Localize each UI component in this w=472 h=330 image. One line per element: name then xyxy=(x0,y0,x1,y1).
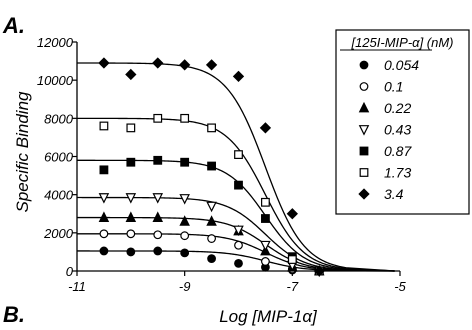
data-point xyxy=(179,194,190,205)
data-point xyxy=(260,240,271,252)
data-point xyxy=(206,215,217,226)
data-point xyxy=(207,254,216,263)
data-point xyxy=(99,229,109,239)
y-tick-label: 12000 xyxy=(37,35,74,50)
data-point xyxy=(207,161,216,171)
fit-curve xyxy=(77,250,395,272)
panel-label-b: B. xyxy=(3,302,25,327)
data-point xyxy=(232,70,245,82)
data-point xyxy=(152,211,164,222)
data-point xyxy=(206,201,217,213)
y-tick-label: 6000 xyxy=(44,150,74,165)
data-point xyxy=(99,165,109,175)
legend-label: 0.22 xyxy=(384,100,411,116)
data-point xyxy=(286,208,298,220)
legend-marker xyxy=(358,188,370,200)
data-point xyxy=(153,155,163,165)
data-point xyxy=(153,113,163,123)
data-point xyxy=(126,157,136,167)
x-tick-label: -9 xyxy=(179,279,191,294)
y-axis-label: Specific Binding xyxy=(13,91,32,213)
data-point xyxy=(152,193,164,204)
legend-marker xyxy=(359,60,369,70)
legend-label: 0.43 xyxy=(384,122,411,138)
legend-marker xyxy=(359,168,369,177)
data-point xyxy=(261,214,270,223)
data-point xyxy=(233,225,244,237)
y-tick-label: 4000 xyxy=(44,188,74,203)
legend-label: 0.054 xyxy=(384,57,419,73)
data-point xyxy=(287,255,297,264)
data-point xyxy=(126,123,136,133)
data-point xyxy=(126,229,136,239)
data-point xyxy=(234,180,243,190)
data-point xyxy=(153,230,163,240)
data-point xyxy=(180,113,190,123)
y-tick-label: 2000 xyxy=(43,226,74,241)
data-point xyxy=(152,57,164,69)
x-axis-label: Log [MIP-1α] xyxy=(219,307,318,326)
data-point xyxy=(179,215,190,226)
data-point xyxy=(180,248,190,258)
data-point xyxy=(99,121,109,131)
data-point xyxy=(259,122,272,134)
data-point xyxy=(98,57,110,69)
legend-label: 0.1 xyxy=(384,79,403,95)
data-point xyxy=(261,197,270,207)
axes: 0 2000 4000 6000 8000 10000 12000 -11 -9 -7 -5 xyxy=(37,35,407,294)
data-point xyxy=(207,123,216,133)
data-point xyxy=(98,211,110,222)
fit-curve xyxy=(76,62,395,272)
x-tick-label: -11 xyxy=(68,279,86,294)
legend-marker xyxy=(358,125,370,136)
legend: [125I-MIP-α] (nM) 0.054 0.1 0.22 0.43 0.87 1.7… xyxy=(335,29,470,215)
data-point xyxy=(234,240,243,250)
data-point xyxy=(234,150,243,159)
legend-box xyxy=(335,29,470,215)
legend-marker xyxy=(359,82,369,91)
data-point xyxy=(125,68,137,81)
data-point xyxy=(125,193,137,204)
legend-marker xyxy=(358,101,370,113)
legend-title: [125I-MIP-α] (nM) xyxy=(350,35,453,50)
legend-marker xyxy=(359,146,369,156)
data-point xyxy=(153,246,163,256)
data-point xyxy=(261,257,270,266)
data-point xyxy=(126,247,136,257)
legend-label: 0.87 xyxy=(384,143,412,159)
data-point xyxy=(98,193,110,204)
legend-label: 3.4 xyxy=(384,186,404,202)
data-point xyxy=(179,59,191,71)
panel-label-a: A. xyxy=(2,13,25,38)
y-tick-label: 10000 xyxy=(37,73,74,88)
data-points xyxy=(98,57,325,278)
y-tick-label: 8000 xyxy=(44,111,74,126)
data-point xyxy=(125,211,137,222)
y-tick-label: 0 xyxy=(66,264,74,279)
legend-label: 1.73 xyxy=(384,165,411,181)
data-point xyxy=(313,265,325,277)
x-tick-label: -5 xyxy=(394,279,406,294)
data-point xyxy=(180,231,190,241)
data-point xyxy=(180,157,190,167)
data-point xyxy=(207,234,216,243)
data-point xyxy=(234,258,243,268)
data-point xyxy=(99,246,109,256)
data-point xyxy=(205,59,218,71)
x-tick-label: -7 xyxy=(287,279,299,294)
